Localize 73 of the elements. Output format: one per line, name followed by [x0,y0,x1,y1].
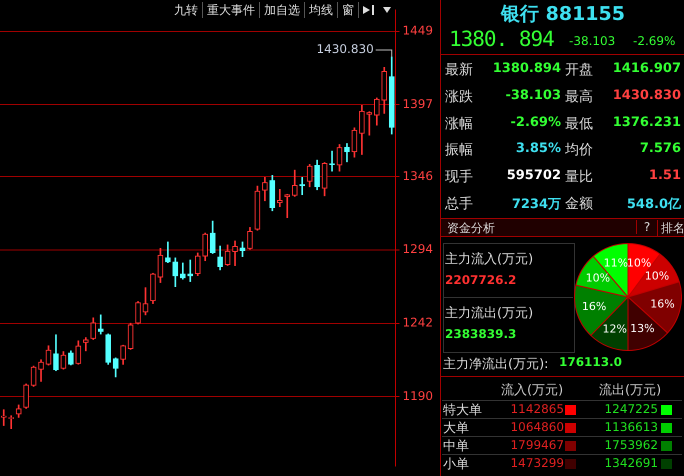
text: 1430.830 [612,88,681,103]
text: 最高 [565,88,593,106]
text: 流出(万元) [599,382,662,399]
text: 2383839.3 [445,327,516,341]
candlestick [240,242,246,257]
text: 资金分析 [447,220,495,237]
text: 176113.0 [559,355,622,369]
text: 银行 881155 [500,2,626,27]
text: 涨跌 [445,88,473,106]
text: 7.576 [640,141,681,156]
text: 1473299 [510,456,564,470]
text: 7234万 [512,197,561,212]
text: 主力流入(万元) [445,251,534,268]
text: 主力流出(万元) [445,305,534,322]
text: 主力净流出(万元): [443,356,549,373]
text: 开盘 [565,61,593,79]
text: 1342691 [604,456,658,470]
text: 1142865 [510,402,564,416]
y-tick-label: 1190 [402,388,434,403]
text: 量比 [565,168,593,186]
y-tick-label: 1397 [402,96,434,111]
text: 均价 [565,141,593,160]
text: 1064860 [510,420,564,434]
data-label: 16% [650,298,675,311]
text: 2207726.2 [445,273,516,287]
y-tick-label: 1242 [402,315,434,330]
data-label: 11% [604,256,628,270]
y-tick-label: 1449 [402,23,434,38]
y-tick-label: 1294 [402,242,434,256]
text: 3.85% [516,141,561,156]
data-label: 12% [602,322,627,336]
text: 振幅 [445,141,473,160]
annotation: 九转 [170,2,203,18]
text: -2.69% [510,114,561,130]
text: 金额 [565,195,593,213]
text: 1799467 [510,438,564,452]
text: 大单 [443,420,469,437]
text: 小单 [443,456,469,473]
text: 548.0亿 [626,197,681,212]
text: 总手 [445,195,473,213]
text: -38.103 [569,34,616,48]
data-label: 10% [586,272,610,285]
y-tick-label: 1346 [402,168,434,183]
text: 最低 [565,114,593,133]
annotation: 重大事件 [203,2,260,18]
text: -38.103 [505,88,561,103]
text: ? [636,220,657,234]
data-label: 10% [644,270,670,283]
text: 特大单 [443,402,482,419]
text: 1753962 [604,438,658,452]
data-label: 13% [630,322,655,336]
text: 1380. 894 [449,27,554,51]
text: 中单 [443,438,469,455]
data-label: 10% [626,256,652,270]
text: 1376.231 [612,114,681,130]
annotation: 均线 [305,2,338,18]
annotation: 1430.830 [316,42,374,56]
text: 流入(万元) [501,382,564,399]
text: 1.51 [648,168,681,184]
text: -2.69% [633,34,676,48]
text: 595702 [506,168,561,184]
text: 现手 [445,168,473,186]
text: 1380.894 [492,61,561,76]
candlestick [232,240,238,266]
data-label: 16% [582,300,606,313]
text: 排名 [657,220,684,237]
annotation: 加自选 [260,2,305,18]
text: 1416.907 [612,61,681,76]
text: 1247225 [604,402,658,416]
text: 涨幅 [445,114,473,133]
text: 1136613 [604,420,658,434]
annotation: 窗 [338,2,359,18]
text: 最新 [445,61,473,79]
